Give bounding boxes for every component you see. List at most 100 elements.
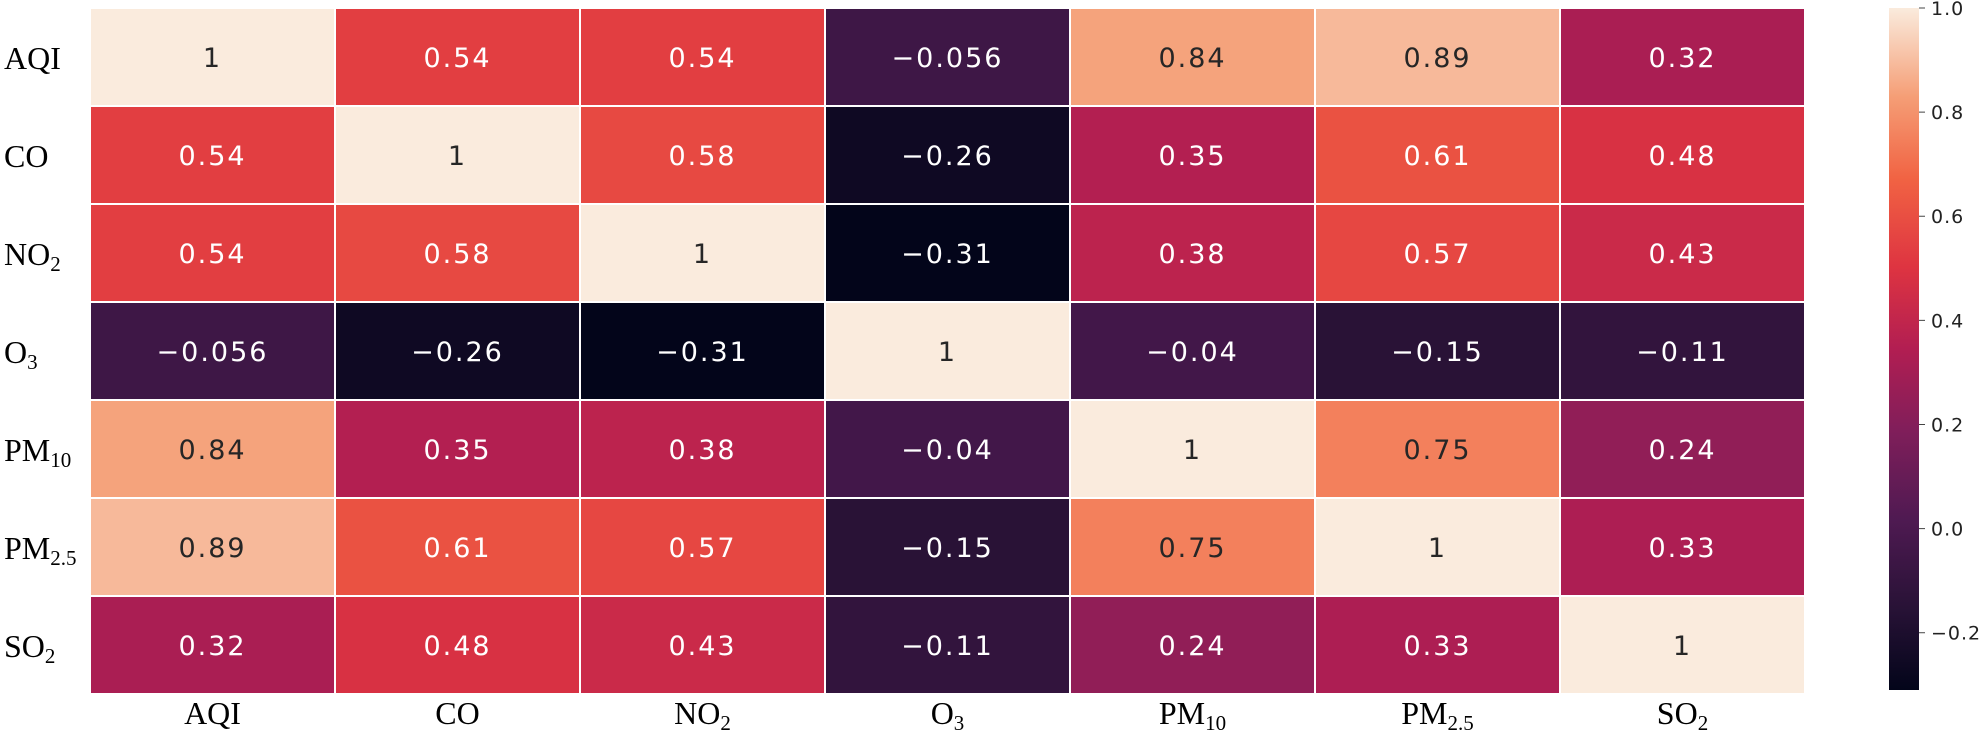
heatmap-value-r1-c5: 0.61: [1403, 141, 1471, 172]
y-tick-label-6: SO2: [4, 628, 55, 668]
heatmap-cell-r6-c2: [579, 595, 826, 695]
heatmap-cell-r5-c2: [579, 497, 826, 597]
heatmap-cell-r6-c4: [1069, 595, 1316, 695]
x-tick-label-1-base: CO: [435, 695, 479, 731]
heatmap-cell-r5-c1: [334, 497, 581, 597]
heatmap-value-r6-c3: −0.11: [901, 631, 994, 662]
heatmap-value-r6-c5: 0.33: [1403, 631, 1471, 662]
y-tick-label-3: O3: [4, 334, 38, 374]
heatmap-value-r2-c2: 1: [693, 239, 712, 270]
y-tick-label-1-base: CO: [4, 138, 48, 174]
heatmap-value-r1-c2: 0.58: [668, 141, 736, 172]
y-tick-label-3-subscript: 3: [27, 350, 38, 374]
heatmap-cell-r5-c6: [1559, 497, 1806, 597]
x-tick-label-2-base: NO: [674, 695, 720, 731]
heatmap-value-r1-c4: 0.35: [1158, 141, 1226, 172]
heatmap-cell-r4-c0: [89, 399, 336, 499]
heatmap-value-r4-c0: 0.84: [178, 435, 246, 466]
heatmap-cell-r6-c6: [1559, 595, 1806, 695]
colorbar-tick-label-0: 1.0: [1931, 0, 1964, 20]
y-tick-label-6-base: SO: [4, 628, 45, 664]
heatmap-value-r6-c0: 0.32: [178, 631, 246, 662]
heatmap-cell-r0-c2: [579, 7, 826, 107]
x-tick-label-6: SO2: [1657, 695, 1708, 734]
x-tick-label-3-subscript: 3: [954, 711, 965, 734]
x-tick-label-4-subscript: 10: [1205, 711, 1226, 734]
x-tick-label-3-base: O: [931, 695, 954, 731]
heatmap-cell-r5-c4: [1069, 497, 1316, 597]
y-tick-label-2: NO2: [4, 236, 61, 276]
y-tick-label-6-subscript: 2: [45, 644, 56, 668]
heatmap-value-r0-c5: 0.89: [1403, 43, 1471, 74]
heatmap-cell-r6-c0: [89, 595, 336, 695]
heatmap-cell-r2-c6: [1559, 203, 1806, 303]
y-tick-label-3-base: O: [4, 334, 27, 370]
heatmap-value-r0-c6: 0.32: [1648, 43, 1716, 74]
y-tick-label-5-base: PM: [4, 530, 50, 566]
colorbar-tick-label-1: 0.8: [1931, 102, 1964, 124]
heatmap-value-r6-c2: 0.43: [668, 631, 736, 662]
heatmap-value-r3-c1: −0.26: [411, 337, 504, 368]
x-tick-label-5-base: PM: [1401, 695, 1447, 731]
heatmap-cell-r2-c4: [1069, 203, 1316, 303]
x-tick-label-5: PM2.5: [1401, 695, 1474, 734]
heatmap-cell-r1-c4: [1069, 105, 1316, 205]
heatmap-cell-r3-c6: [1559, 301, 1806, 401]
x-tick-label-2-subscript: 2: [720, 711, 731, 734]
x-tick-label-1: CO: [435, 695, 479, 731]
heatmap-value-r5-c4: 0.75: [1158, 533, 1226, 564]
heatmap-cell-r3-c5: [1314, 301, 1561, 401]
y-tick-label-2-subscript: 2: [50, 252, 61, 276]
heatmap-cell-r0-c5: [1314, 7, 1561, 107]
heatmap-value-r2-c1: 0.58: [423, 239, 491, 270]
y-tick-label-5-subscript: 2.5: [50, 546, 76, 570]
heatmap-value-r1-c1: 1: [448, 141, 467, 172]
heatmap-value-r0-c3: −0.056: [892, 43, 1004, 74]
colorbar-tick-label-6: −0.2: [1931, 623, 1981, 645]
heatmap-cell-r2-c3: [824, 203, 1071, 303]
heatmap-value-r5-c1: 0.61: [423, 533, 491, 564]
y-tick-label-0: AQI: [4, 40, 61, 76]
heatmap-value-r1-c3: −0.26: [901, 141, 994, 172]
heatmap-value-r3-c0: −0.056: [157, 337, 269, 368]
heatmap-value-r5-c5: 1: [1428, 533, 1447, 564]
heatmap-value-r4-c2: 0.38: [668, 435, 736, 466]
heatmap-value-r5-c6: 0.33: [1648, 533, 1716, 564]
heatmap-value-r3-c3: 1: [938, 337, 957, 368]
heatmap-value-r2-c6: 0.43: [1648, 239, 1716, 270]
heatmap-cell-r6-c3: [824, 595, 1071, 695]
heatmap-value-r0-c2: 0.54: [668, 43, 736, 74]
x-tick-label-3: O3: [931, 695, 965, 734]
heatmap-value-r2-c5: 0.57: [1403, 239, 1471, 270]
x-tick-label-4-base: PM: [1159, 695, 1205, 731]
heatmap-value-r5-c3: −0.15: [901, 533, 994, 564]
heatmap-cell-r3-c1: [334, 301, 581, 401]
x-tick-labels: AQI CO NO2 O3 PM10 PM2.5 SO2: [184, 695, 1708, 734]
heatmap-value-r0-c4: 0.84: [1158, 43, 1226, 74]
heatmap-cell-r2-c2: [579, 203, 826, 303]
heatmap-cell-r0-c0: [89, 7, 336, 107]
heatmap-cell-labels: 1 0.54 0.54 −0.056 0.84 0.89 0.32 0.54 1 0.58 −0.2…: [157, 43, 1727, 662]
colorbar: [1889, 8, 1919, 690]
x-tick-label-4: PM10: [1159, 695, 1226, 734]
x-tick-label-2: NO2: [674, 695, 731, 734]
colorbar-tick-label-2: 0.6: [1931, 206, 1964, 228]
heatmap-value-r4-c3: −0.04: [901, 435, 994, 466]
heatmap-cell-r3-c0: [89, 301, 336, 401]
y-tick-label-4-subscript: 10: [50, 448, 71, 472]
heatmap-cell-r1-c0: [89, 105, 336, 205]
heatmap-cell-r0-c3: [824, 7, 1071, 107]
heatmap-value-r5-c0: 0.89: [178, 533, 246, 564]
y-tick-label-4: PM10: [4, 432, 71, 472]
heatmap-cell-r3-c3: [824, 301, 1071, 401]
heatmap-value-r0-c1: 0.54: [423, 43, 491, 74]
heatmap-value-r1-c0: 0.54: [178, 141, 246, 172]
heatmap-value-r4-c1: 0.35: [423, 435, 491, 466]
heatmap-cell-r6-c5: [1314, 595, 1561, 695]
heatmap-cell-r1-c2: [579, 105, 826, 205]
heatmap-value-r3-c5: −0.15: [1391, 337, 1484, 368]
heatmap-cell-r2-c5: [1314, 203, 1561, 303]
heatmap-value-r6-c6: 1: [1673, 631, 1692, 662]
